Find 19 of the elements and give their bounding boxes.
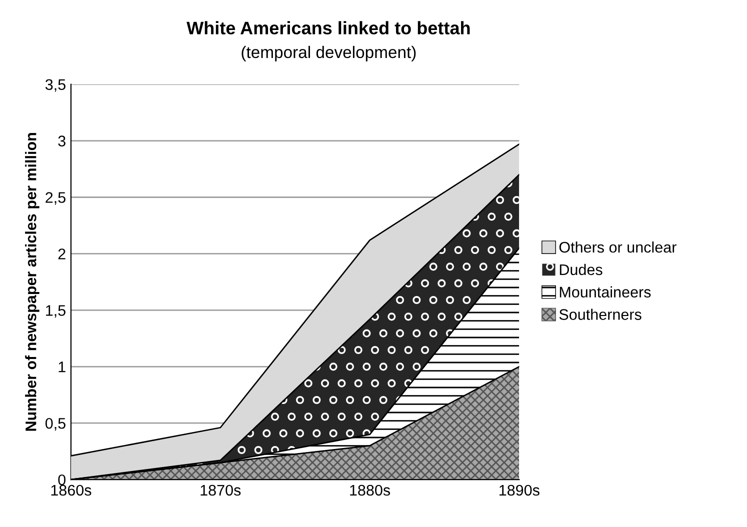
- x-tick-label: 1880s: [350, 484, 390, 496]
- y-tick-label: 2: [58, 248, 66, 260]
- legend-label: Dudes: [560, 264, 602, 276]
- legend-label: Others or unclear: [559, 241, 676, 253]
- chart-title: White Americans linked to bettah: [186, 21, 470, 34]
- x-tick-label: 1890s: [500, 484, 540, 496]
- x-tick-label: 1870s: [200, 484, 241, 496]
- y-tick-label: 3,5: [45, 79, 66, 92]
- y-tick-label: 1,5: [46, 305, 66, 318]
- y-tick-label: 0,5: [45, 418, 66, 431]
- y-axis-title: Number of newspaper articles per million: [25, 133, 40, 431]
- y-tick-label: 2,5: [46, 192, 66, 205]
- y-tick-label: 0: [58, 474, 66, 486]
- chart-subtitle: (temporal development): [242, 46, 416, 62]
- y-tick-label: 1: [58, 362, 66, 372]
- y-tick-label: 3: [58, 136, 66, 146]
- legend-label: Mountaineers: [560, 286, 651, 298]
- x-tick-label: 1860s: [51, 484, 92, 496]
- legend-label: Southerners: [559, 308, 642, 320]
